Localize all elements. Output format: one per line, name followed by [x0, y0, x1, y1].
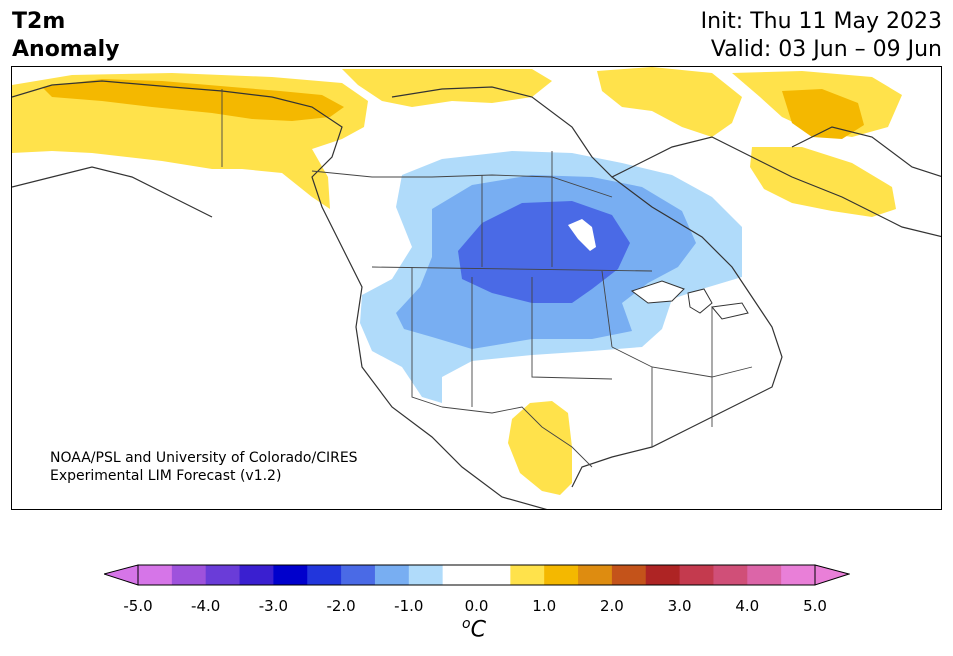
colorbar-tick-label: 2.0: [599, 597, 624, 615]
forecast-dates: Init: Thu 11 May 2023 Valid: 03 Jun – 09…: [701, 8, 942, 64]
colorbar-cell: [611, 565, 647, 585]
colorbar-under-arrow: [104, 564, 139, 586]
colorbar-cell: [544, 565, 579, 585]
colorbar-tick-label: -4.0: [191, 597, 221, 615]
colorbar-cell: [476, 565, 511, 585]
colorbar-frame: [137, 564, 816, 586]
colorbar-cell: [171, 565, 207, 585]
colorbar-cell: [442, 565, 477, 585]
political-borders: [221, 89, 753, 468]
credit-line-1: NOAA/PSL and University of Colorado/CIRE…: [50, 450, 358, 466]
colorbar-cell: [307, 565, 342, 585]
unit-celsius: C: [470, 617, 486, 643]
colorbar-tick-label: -5.0: [123, 597, 153, 615]
lake-winnipeg: [568, 219, 596, 251]
anomaly-map: NOAA/PSL and University of Colorado/CIRE…: [11, 66, 942, 510]
colorbar-tick-label: 5.0: [803, 597, 827, 615]
colorbar-tick-label: 0.0: [464, 597, 489, 615]
valid-period: Valid: 03 Jun – 09 Jun: [710, 37, 942, 62]
colorbar-tick-label: 4.0: [735, 597, 760, 615]
coastlines: [12, 80, 941, 509]
colorbar-over-arrow: [814, 564, 850, 586]
colorbar-tick-label: -3.0: [258, 597, 289, 615]
colorbar-cell: [645, 565, 681, 585]
map-canvas: [12, 67, 941, 509]
great-lakes: [630, 280, 749, 320]
warm-anomaly-arctic-east: [597, 67, 742, 137]
colorbar-cell: [781, 565, 816, 585]
colorbar-cell: [578, 565, 613, 585]
warm-anomaly-hudson-east-core: [782, 89, 864, 139]
title-variable: T2m: [12, 9, 66, 34]
colorbar-cell: [341, 565, 376, 585]
colorbar-cell: [239, 565, 274, 585]
colorbar-cell: [408, 565, 444, 585]
colorbar-tick-label: -1.0: [394, 597, 424, 615]
warm-anomaly-alaska-core: [42, 79, 344, 121]
title-anomaly: Anomaly: [12, 37, 120, 62]
warm-anomaly-arctic: [342, 69, 552, 107]
colorbar-cell: [138, 565, 173, 585]
colorbar: [104, 564, 850, 586]
colorbar-cell: [273, 565, 308, 585]
colorbar-cell: [713, 565, 748, 585]
forecast-credit: NOAA/PSL and University of Colorado/CIRE…: [50, 449, 358, 485]
warm-anomaly-labrador: [750, 147, 896, 217]
unit-degree: o: [462, 616, 471, 632]
colorbar-tick-label: -2.0: [326, 597, 356, 615]
colorbar-cell: [679, 565, 714, 585]
colorbar-cell: [205, 565, 241, 585]
colorbar-tick-label: 3.0: [667, 597, 692, 615]
colorbar-cell: [374, 565, 410, 585]
warm-anomaly-mexico: [508, 401, 572, 495]
init-date: Init: Thu 11 May 2023: [700, 9, 942, 34]
colorbar-unit: oC: [462, 616, 486, 642]
colorbar-cell: [747, 565, 782, 585]
credit-line-2: Experimental LIM Forecast (v1.2): [50, 468, 282, 484]
colorbar-tick-label: 1.0: [532, 597, 557, 615]
colorbar-cell: [510, 565, 545, 585]
map-title: T2m Anomaly: [12, 8, 119, 64]
